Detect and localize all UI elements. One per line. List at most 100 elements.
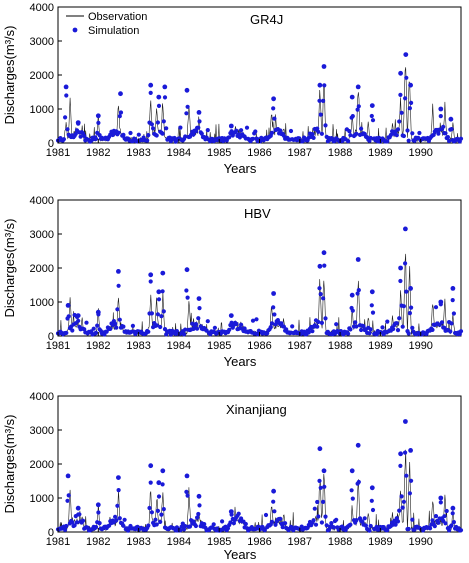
simulation-point: [451, 520, 456, 525]
simulation-point: [73, 131, 78, 136]
simulation-point: [388, 132, 393, 138]
simulation-point: [113, 514, 118, 519]
simulation-point: [156, 494, 162, 499]
simulation-peak-point: [75, 505, 81, 511]
simulation-point: [93, 525, 99, 530]
simulation-point: [161, 119, 166, 124]
simulation-peak-point: [408, 448, 413, 453]
y-tick-label: 0: [48, 527, 54, 539]
simulation-point: [149, 122, 154, 127]
simulation-point: [271, 305, 276, 310]
simulation-point: [156, 297, 162, 302]
x-axis-label: Years: [224, 547, 257, 562]
simulation-point: [239, 322, 244, 327]
simulation-peak-point: [408, 286, 413, 291]
simulation-point: [65, 498, 70, 503]
simulation-point: [400, 505, 405, 510]
y-tick-label: 2000: [30, 459, 54, 471]
simulation-point: [66, 314, 71, 319]
simulation-peak-point: [184, 267, 190, 273]
series-marks: [55, 52, 464, 144]
simulation-point: [368, 327, 373, 332]
simulation-point: [451, 311, 456, 316]
simulation-point: [78, 134, 83, 139]
simulation-point: [438, 114, 443, 119]
simulation-point: [195, 515, 200, 520]
x-tick-label: 1988: [328, 340, 352, 352]
x-tick-label: 1985: [207, 340, 231, 352]
simulation-point: [187, 524, 193, 529]
simulation-point: [96, 120, 101, 125]
simulation-point: [317, 478, 322, 483]
simulation-point: [164, 126, 169, 131]
simulation-point: [205, 128, 210, 133]
simulation-point: [145, 138, 150, 143]
simulation-point: [312, 506, 317, 511]
simulation-peak-point: [450, 505, 456, 511]
x-tick-label: 1987: [288, 536, 312, 548]
simulation-point: [178, 125, 183, 130]
simulation-peak-point: [321, 468, 327, 474]
simulation-point: [205, 319, 210, 324]
simulation-point: [242, 326, 247, 331]
simulation-point: [263, 512, 269, 518]
simulation-point: [243, 521, 248, 527]
simulation-point: [353, 320, 358, 325]
simulation-peak-point: [349, 292, 355, 298]
y-tick-label: 0: [48, 331, 54, 343]
simulation-point: [458, 329, 464, 334]
simulation-point: [403, 450, 408, 455]
simulation-point: [148, 90, 153, 95]
simulation-point: [361, 324, 366, 329]
simulation-point: [113, 321, 118, 326]
simulation-point: [63, 527, 68, 533]
simulation-point: [439, 320, 445, 325]
simulation-peak-point: [95, 309, 101, 315]
simulation-point: [431, 132, 436, 137]
simulation-point: [458, 136, 464, 141]
simulation-point: [319, 131, 324, 136]
simulation-point: [324, 523, 329, 528]
x-tick-label: 1984: [167, 147, 191, 159]
simulation-point: [278, 128, 283, 133]
simulation-point: [450, 511, 455, 516]
simulation-point: [181, 527, 187, 532]
simulation-peak-point: [95, 502, 101, 508]
x-tick-label: 1982: [86, 147, 110, 159]
simulation-peak-point: [196, 493, 202, 499]
simulation-point: [406, 331, 411, 336]
simulation-peak-point: [156, 94, 162, 100]
simulation-point: [168, 332, 173, 337]
simulation-peak-point: [321, 64, 327, 69]
simulation-point: [428, 526, 433, 531]
simulation-point: [316, 129, 321, 134]
simulation-point: [319, 520, 324, 525]
simulation-peak-point: [408, 82, 413, 88]
simulation-point: [398, 92, 403, 97]
y-tick-label: 3000: [30, 425, 54, 437]
simulation-point: [63, 115, 68, 120]
simulation-point: [70, 520, 75, 525]
simulation-point: [322, 83, 327, 88]
simulation-point: [329, 521, 334, 526]
simulation-point: [244, 125, 250, 130]
simulation-peak-point: [398, 70, 403, 76]
simulation-point: [350, 114, 355, 119]
simulation-point: [395, 127, 401, 132]
simulation-peak-point: [196, 110, 202, 115]
simulation-peak-point: [160, 270, 166, 276]
simulation-point: [184, 288, 189, 293]
simulation-peak-point: [160, 468, 166, 474]
simulation-peak-point: [403, 52, 409, 57]
y-ticks: 0 1000 2000 3000 4000: [30, 391, 62, 539]
x-tick-label: 1983: [126, 536, 150, 548]
simulation-point: [443, 131, 448, 136]
simulation-point: [331, 525, 336, 530]
simulation-point: [385, 139, 390, 144]
simulation-point: [185, 295, 190, 300]
simulation-point: [401, 133, 406, 139]
simulation-point: [315, 126, 320, 131]
simulation-point: [183, 524, 188, 529]
y-tick-label: 4000: [30, 195, 54, 207]
simulation-point: [316, 319, 321, 325]
